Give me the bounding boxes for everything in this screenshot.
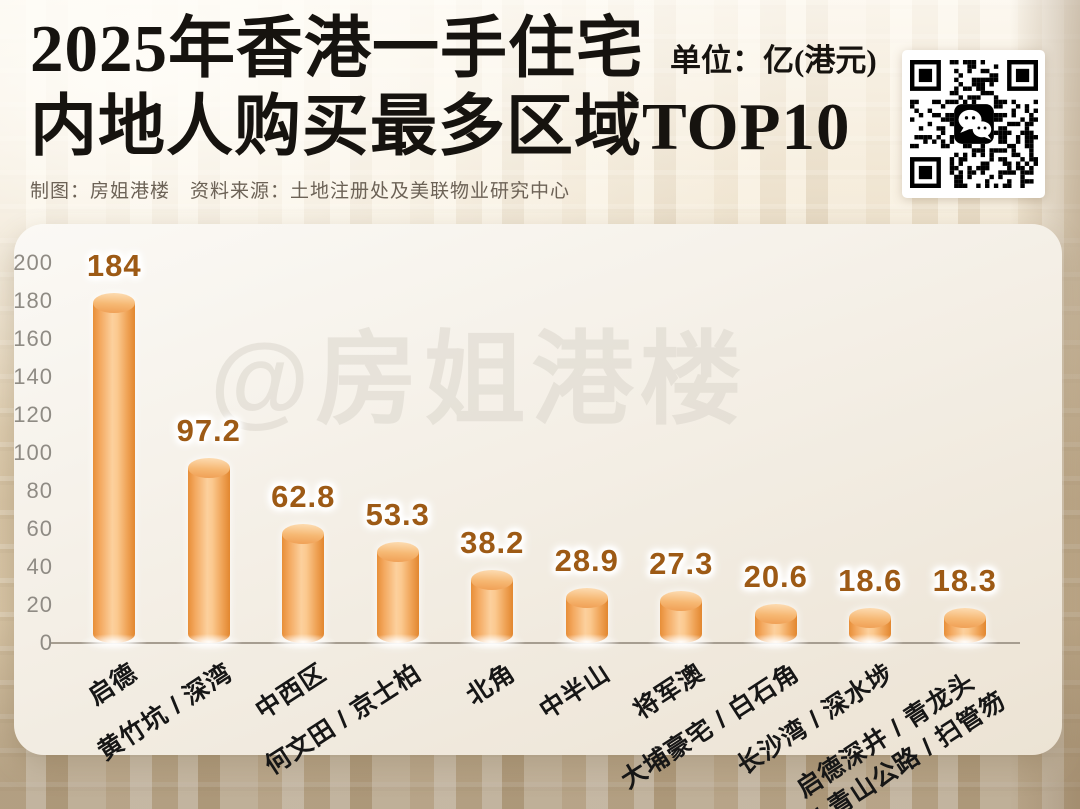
bar-value-label: 28.9 — [554, 543, 619, 578]
bar-cylinder: 62.8 — [270, 479, 337, 650]
bar-body — [187, 468, 230, 643]
bar-value-label: 18.3 — [932, 563, 997, 598]
bar-value-label: 18.6 — [838, 563, 903, 598]
category-label-line: 中半山 — [534, 658, 616, 725]
bar-value-label: 53.3 — [365, 497, 430, 532]
bar-slot: 20.6 大埔豪宅 / 白石角 — [616, 263, 824, 794]
bar-slot: 184 启德 — [67, 248, 162, 710]
bar-body — [376, 552, 419, 643]
bar-cylinder: 97.2 — [175, 413, 242, 650]
page-title-line1: 2025年香港一手住宅 — [30, 12, 644, 86]
y-axis-tick: 100 — [13, 440, 53, 465]
bar-value-label: 184 — [86, 248, 142, 283]
qr-code-image — [909, 60, 1038, 188]
y-axis-tick: 60 — [26, 516, 53, 541]
y-axis-tick: 0 — [39, 630, 53, 655]
bar-slot: 38.2 北角 — [445, 263, 540, 710]
page-title-line2: 内地人购买最多区域TOP10 — [30, 90, 851, 165]
bar-body — [282, 534, 325, 643]
header: 2025年香港一手住宅 单位：亿(港元) 内地人购买最多区域TOP10 制图：房… — [30, 10, 877, 203]
x-axis-line — [51, 642, 1020, 644]
watermark: @房姐港楼 — [210, 323, 748, 437]
y-axis-tick: 200 — [13, 250, 53, 275]
bar-slot: 97.2 黄竹坑 / 深湾 — [93, 263, 257, 766]
byline: 制图：房姐港楼 资料来源：土地注册处及美联物业研究中心 — [30, 180, 571, 202]
bar-value-label: 20.6 — [743, 559, 808, 594]
bar-slot: 27.3 将军澳 — [629, 263, 729, 725]
bar-value-label: 62.8 — [271, 479, 336, 514]
bar-cylinder: 18.6 — [837, 563, 904, 650]
bar-top-ellipse — [565, 588, 608, 608]
bar-top-ellipse — [93, 293, 136, 313]
bar-cylinder: 53.3 — [364, 497, 431, 650]
bar-top-ellipse — [187, 458, 230, 478]
category-label-line: 北角 — [461, 658, 521, 711]
bar-slot: 18.3 启德深井 / 青龙头 / 青山公路 / 扫管笏 — [792, 263, 1013, 809]
plot-area: 0 20 40 60 80 100 120 140 160 180 200 184 启德 97.2 黄竹坑… — [13, 248, 1020, 809]
bar-slot: 18.6 长沙湾 / 深水埗 — [733, 263, 918, 780]
bar-top-ellipse — [943, 608, 986, 628]
category-label: 启德 — [83, 657, 144, 713]
category-label: 北角 — [461, 657, 522, 713]
y-axis-tick: 120 — [13, 402, 53, 427]
category-label: 中半山 — [533, 657, 616, 727]
unit-label: 单位：亿(港元) — [670, 43, 877, 78]
bar-cylinder: 28.9 — [553, 543, 620, 650]
bar-top-ellipse — [660, 591, 703, 611]
bar-top-ellipse — [471, 570, 514, 590]
y-axis-tick: 40 — [26, 554, 53, 579]
bar-top-ellipse — [849, 608, 892, 628]
bar-top-ellipse — [282, 524, 325, 544]
bar-cylinder: 38.2 — [459, 525, 526, 650]
bar-top-ellipse — [754, 604, 797, 624]
bar-top-ellipse — [376, 542, 419, 562]
bar-cylinder: 18.3 — [931, 563, 998, 650]
bar-value-label: 97.2 — [176, 413, 241, 448]
bar-slot: 62.8 中西区 — [251, 263, 351, 725]
y-axis-tick: 180 — [13, 288, 53, 313]
y-axis-tick: 20 — [26, 592, 53, 617]
wechat-qr-code — [902, 50, 1045, 198]
bar-cylinder: 20.6 — [742, 559, 809, 650]
chart-card: @房姐港楼 0 20 40 60 80 100 120 140 160 180 200 184 启德 9… — [13, 224, 1062, 809]
y-axis-tick: 140 — [13, 364, 53, 389]
bar-body — [93, 303, 136, 643]
y-axis: 0 20 40 60 80 100 120 140 160 180 200 — [1, 251, 53, 655]
bar-body — [471, 580, 514, 643]
bar-cylinder: 27.3 — [648, 546, 715, 650]
bar-value-label: 27.3 — [649, 546, 714, 581]
category-label-line: 启德 — [83, 658, 143, 711]
y-axis-tick: 80 — [26, 478, 53, 503]
bar-cylinder: 184 — [81, 248, 148, 650]
bar-slot: 53.3 何文田 / 京士柏 — [260, 263, 446, 780]
bars: 184 启德 97.2 黄竹坑 / 深湾 62.8 中西区 53.3 何文田 / 京士柏 38.… — [67, 248, 1013, 809]
bar-slot: 28.9 中半山 — [534, 263, 635, 725]
bar-value-label: 38.2 — [460, 525, 525, 560]
y-axis-tick: 160 — [13, 326, 53, 351]
